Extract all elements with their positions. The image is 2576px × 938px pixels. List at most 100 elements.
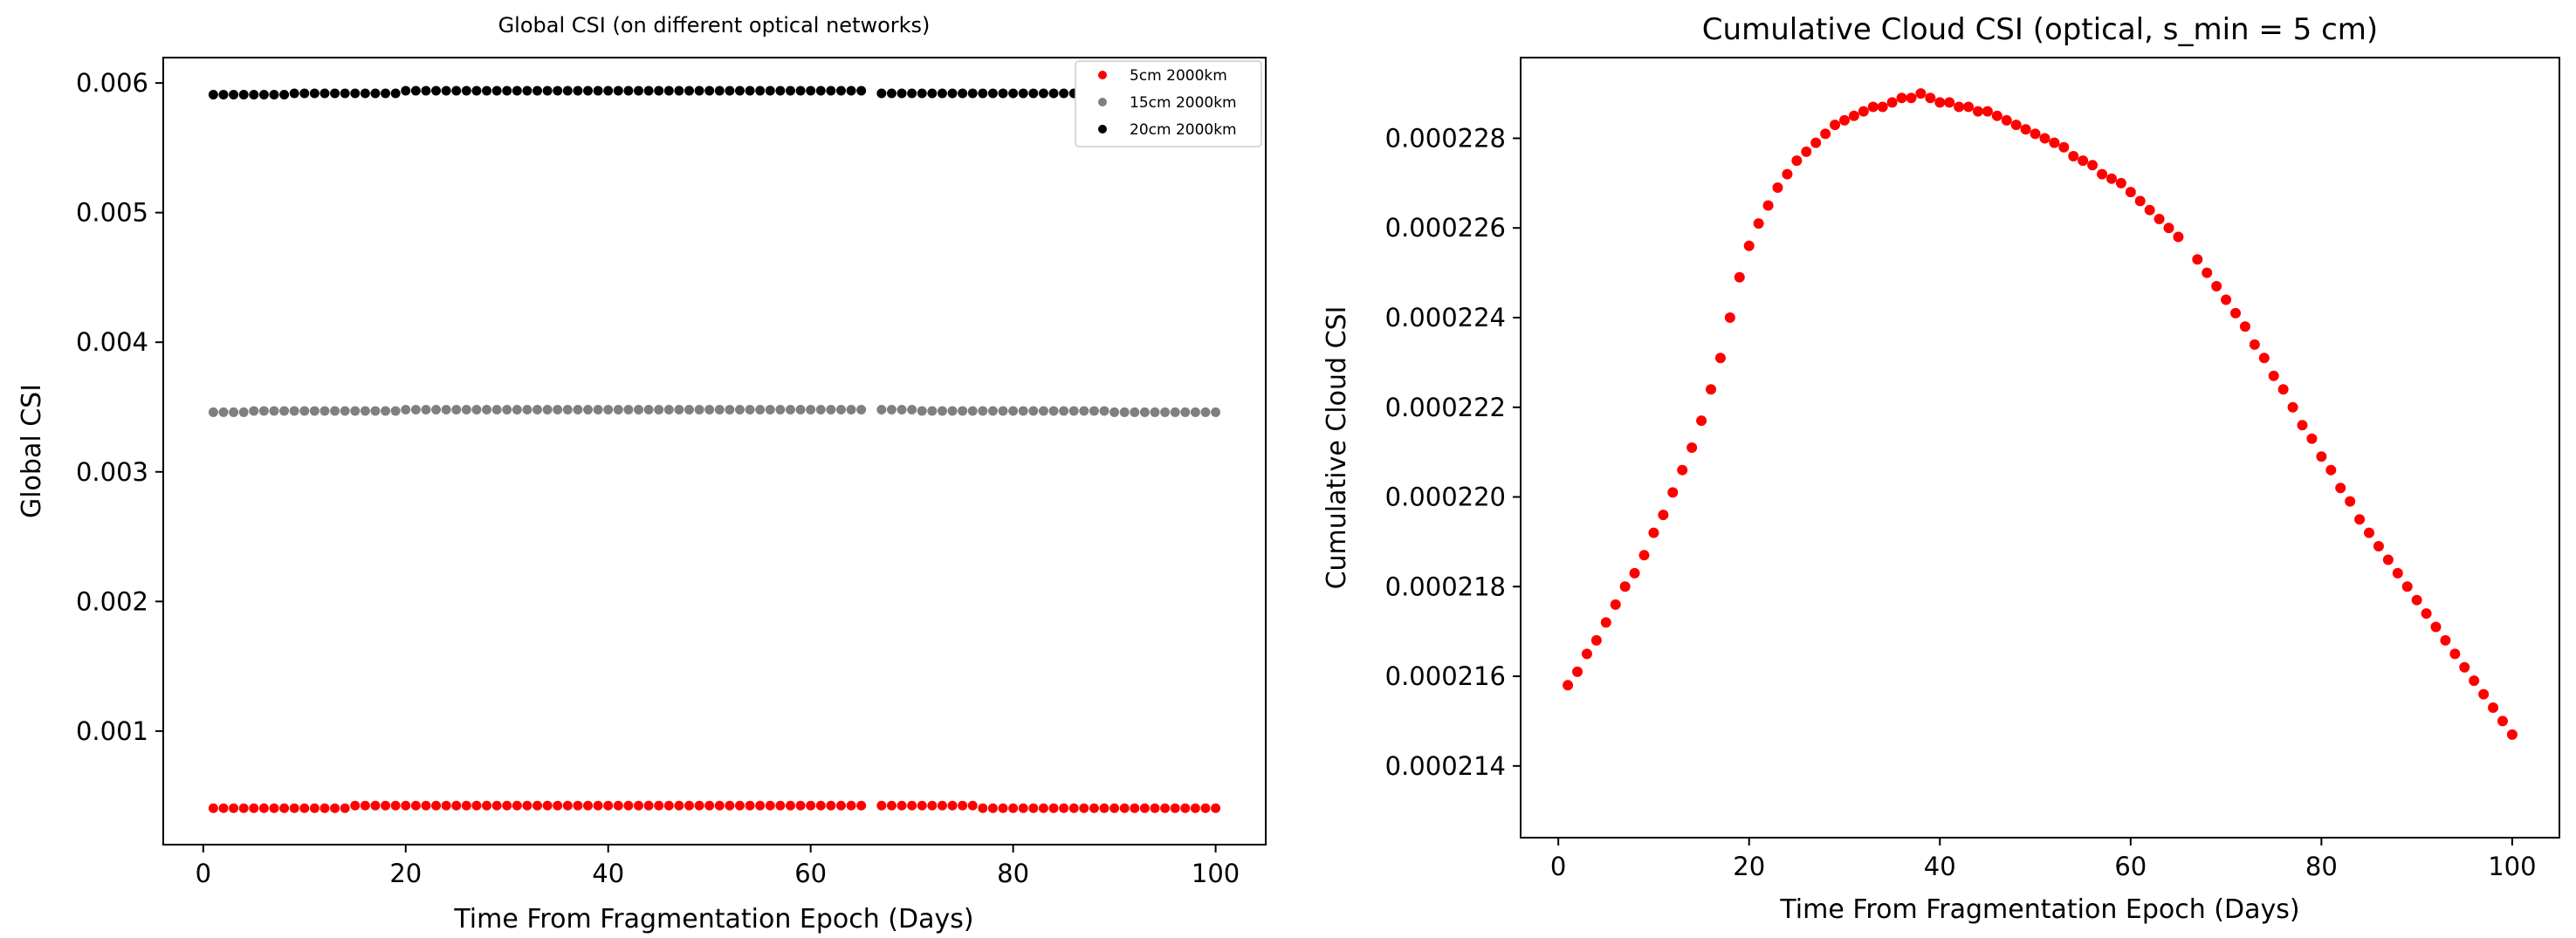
data-point bbox=[663, 800, 674, 811]
data-point bbox=[1830, 120, 1841, 131]
data-point bbox=[2411, 594, 2422, 606]
data-point bbox=[1059, 88, 1069, 99]
data-point bbox=[2382, 554, 2394, 565]
data-point bbox=[431, 404, 442, 414]
data-point bbox=[1200, 803, 1211, 813]
data-point bbox=[2354, 514, 2366, 525]
chart-title: Cumulative Cloud CSI (optical, s_min = 5… bbox=[1702, 12, 2378, 47]
data-point bbox=[1753, 218, 1764, 229]
data-point bbox=[1170, 803, 1180, 813]
data-point bbox=[532, 800, 543, 811]
data-point bbox=[1658, 510, 1669, 521]
data-point bbox=[289, 406, 299, 416]
data-point bbox=[1590, 634, 1602, 646]
data-point bbox=[401, 86, 411, 96]
data-point bbox=[2030, 128, 2041, 140]
y-tick-label: 0.001 bbox=[76, 716, 148, 746]
data-point bbox=[1743, 240, 1755, 251]
data-point bbox=[319, 803, 330, 813]
data-point bbox=[1724, 312, 1735, 323]
data-point bbox=[441, 86, 451, 96]
legend-label-15cm: 15cm 2000km bbox=[1130, 94, 1237, 112]
data-point bbox=[1858, 106, 1869, 117]
plot-frame bbox=[162, 57, 1267, 846]
data-point bbox=[2039, 133, 2050, 144]
data-point bbox=[401, 404, 411, 414]
data-point bbox=[229, 407, 239, 417]
data-point bbox=[1734, 271, 1745, 283]
data-point bbox=[876, 88, 887, 99]
data-point bbox=[927, 88, 938, 99]
y-axis-label: Cumulative Cloud CSI bbox=[1322, 306, 1352, 590]
data-point bbox=[340, 406, 350, 416]
data-point bbox=[1099, 803, 1109, 813]
data-point bbox=[1211, 803, 1221, 813]
data-point bbox=[1109, 407, 1120, 417]
data-point bbox=[2258, 353, 2270, 364]
data-point bbox=[1667, 487, 1679, 498]
data-point bbox=[1896, 92, 1907, 104]
data-point bbox=[634, 800, 644, 811]
data-point bbox=[775, 86, 786, 96]
data-point bbox=[1139, 407, 1150, 417]
data-point bbox=[654, 800, 664, 811]
data-point bbox=[643, 800, 654, 811]
data-point bbox=[1982, 106, 1993, 117]
data-point bbox=[1008, 406, 1019, 416]
data-point bbox=[1838, 114, 1850, 126]
data-point bbox=[623, 404, 634, 414]
data-point bbox=[1991, 110, 2002, 121]
data-point bbox=[421, 404, 431, 414]
data-point bbox=[1810, 137, 1822, 148]
data-point bbox=[694, 86, 704, 96]
data-point bbox=[208, 803, 218, 813]
data-point bbox=[734, 86, 745, 96]
data-point bbox=[2173, 231, 2184, 243]
data-point bbox=[1048, 406, 1059, 416]
data-point bbox=[573, 800, 583, 811]
data-point bbox=[461, 800, 471, 811]
data-point bbox=[1714, 353, 1726, 364]
data-point bbox=[1150, 803, 1160, 813]
data-point bbox=[562, 800, 573, 811]
data-point bbox=[512, 800, 522, 811]
data-point bbox=[431, 86, 442, 96]
data-point bbox=[441, 404, 451, 414]
data-point bbox=[319, 88, 330, 99]
data-point bbox=[1600, 617, 1611, 628]
data-point bbox=[1018, 406, 1028, 416]
data-point bbox=[2163, 223, 2174, 234]
data-point bbox=[299, 406, 310, 416]
data-point bbox=[806, 86, 816, 96]
data-point bbox=[593, 800, 603, 811]
data-point bbox=[1190, 407, 1200, 417]
data-point bbox=[947, 800, 958, 811]
data-point bbox=[876, 800, 887, 811]
data-point bbox=[2010, 120, 2022, 131]
data-point bbox=[785, 800, 795, 811]
data-point bbox=[775, 800, 786, 811]
data-point bbox=[2001, 114, 2012, 126]
data-point bbox=[1089, 406, 1099, 416]
data-point bbox=[502, 800, 512, 811]
data-point bbox=[583, 404, 594, 414]
data-point bbox=[593, 86, 603, 96]
data-point bbox=[2459, 661, 2470, 673]
data-point bbox=[815, 800, 826, 811]
data-point bbox=[1581, 648, 1592, 660]
data-point bbox=[775, 404, 786, 414]
data-point bbox=[410, 800, 421, 811]
data-point bbox=[998, 803, 1008, 813]
y-axis-label: Global CSI bbox=[17, 384, 47, 518]
y-axis-ticks: 0.001 0.002 0.003 0.004 0.005 0.006 bbox=[76, 68, 163, 746]
data-point bbox=[1089, 803, 1099, 813]
data-point bbox=[562, 86, 573, 96]
data-point bbox=[634, 404, 644, 414]
data-point bbox=[2449, 648, 2461, 660]
data-point bbox=[835, 86, 846, 96]
y-tick-label: 0.004 bbox=[76, 327, 148, 357]
x-axis-ticks: 0 20 40 60 80 100 bbox=[196, 845, 1240, 888]
data-point bbox=[1028, 88, 1039, 99]
legend-label-20cm: 20cm 2000km bbox=[1130, 121, 1237, 139]
data-point bbox=[258, 803, 269, 813]
